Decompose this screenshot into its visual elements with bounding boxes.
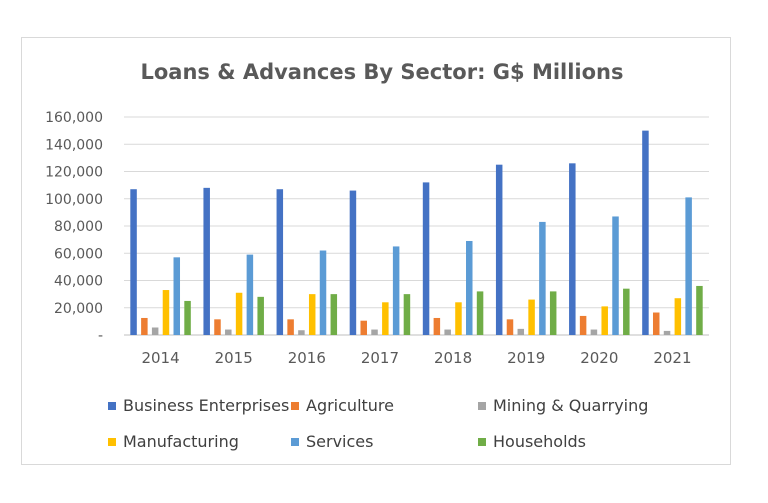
bar-business-enterprises-2016: [276, 189, 284, 335]
bar-manufacturing-2020: [601, 306, 608, 335]
y-tick-label: 80,000: [54, 219, 103, 235]
chart-title: Loans & Advances By Sector: G$ Millions: [140, 60, 623, 84]
bar-services-2014: [173, 257, 181, 335]
bar-manufacturing-2018: [455, 302, 462, 335]
bar-services-2015: [246, 254, 254, 335]
bar-manufacturing-2014: [162, 290, 170, 335]
bar-agriculture-2016: [287, 319, 294, 335]
bar-households-2016: [330, 294, 338, 335]
y-tick-label: 40,000: [54, 274, 103, 290]
bar-services-2021: [685, 197, 692, 335]
x-tick-label: 2019: [507, 349, 545, 367]
bar-services-2020: [612, 216, 619, 335]
bar-households-2015: [257, 296, 264, 335]
x-tick-label: 2016: [288, 349, 326, 367]
y-tick-label: 120,000: [45, 165, 103, 181]
bar-mining-quarrying-2015: [225, 329, 232, 335]
bar-business-enterprises-2017: [349, 190, 357, 335]
bar-manufacturing-2021: [674, 298, 682, 335]
bar-mining-quarrying-2021: [663, 330, 671, 335]
bar-agriculture-2020: [579, 315, 587, 335]
y-tick-label: 160,000: [45, 110, 103, 126]
x-tick-label: 2014: [141, 349, 179, 367]
bar-business-enterprises-2020: [569, 163, 576, 335]
y-tick-label: 60,000: [54, 246, 103, 262]
y-tick-label: 20,000: [54, 301, 103, 317]
bar-agriculture-2017: [360, 320, 367, 335]
bar-households-2021: [696, 285, 703, 335]
bar-mining-quarrying-2017: [371, 329, 378, 335]
bar-households-2018: [476, 291, 484, 335]
bar-services-2018: [466, 240, 473, 335]
bar-agriculture-2021: [652, 312, 660, 335]
bar-business-enterprises-2019: [495, 164, 503, 335]
bar-services-2017: [392, 246, 400, 335]
bar-manufacturing-2017: [382, 302, 389, 335]
bar-business-enterprises-2021: [642, 130, 649, 335]
bar-services-2016: [319, 250, 327, 335]
x-tick-label: 2021: [653, 349, 691, 367]
bar-agriculture-2018: [433, 317, 441, 335]
bar-services-2019: [539, 221, 546, 335]
bar-households-2014: [184, 300, 191, 335]
bar-manufacturing-2016: [308, 294, 316, 335]
bar-households-2019: [549, 291, 557, 335]
bar-manufacturing-2015: [235, 292, 243, 335]
bar-business-enterprises-2015: [203, 187, 210, 335]
bar-manufacturing-2019: [528, 299, 535, 335]
x-tick-label: 2020: [580, 349, 618, 367]
bar-mining-quarrying-2014: [151, 327, 159, 335]
bar-mining-quarrying-2019: [517, 328, 525, 335]
y-tick-label: -: [98, 328, 103, 344]
y-tick-label: 140,000: [45, 137, 103, 153]
bar-agriculture-2019: [506, 319, 514, 335]
x-tick-label: 2018: [434, 349, 472, 367]
bar-mining-quarrying-2018: [444, 329, 451, 335]
bar-business-enterprises-2014: [130, 189, 137, 335]
x-tick-label: 2015: [215, 349, 253, 367]
x-tick-label: 2017: [361, 349, 399, 367]
bar-agriculture-2014: [141, 317, 148, 335]
bar-mining-quarrying-2016: [298, 330, 305, 335]
bar-business-enterprises-2018: [422, 182, 430, 335]
bar-households-2017: [403, 294, 411, 335]
bar-agriculture-2015: [214, 319, 221, 335]
y-tick-label: 100,000: [45, 192, 103, 208]
bar-households-2020: [623, 288, 630, 335]
bar-mining-quarrying-2020: [590, 329, 598, 335]
